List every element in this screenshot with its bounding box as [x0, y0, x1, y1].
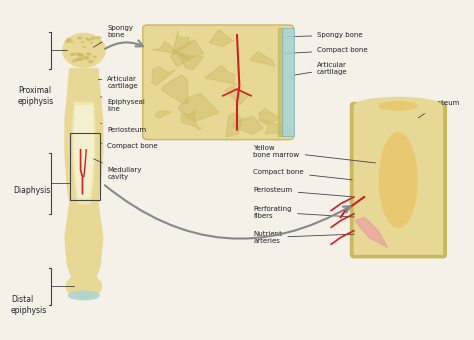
Ellipse shape — [83, 56, 88, 58]
Ellipse shape — [65, 40, 70, 42]
Ellipse shape — [81, 41, 84, 43]
Text: Articular
cartilage: Articular cartilage — [294, 62, 348, 75]
Polygon shape — [258, 108, 280, 122]
Ellipse shape — [66, 274, 101, 298]
Text: Nutrient
arteries: Nutrient arteries — [254, 231, 355, 244]
Text: Distal
epiphysis: Distal epiphysis — [11, 295, 47, 314]
Bar — [282, 28, 293, 136]
Polygon shape — [225, 86, 248, 105]
Text: Endosteum: Endosteum — [419, 100, 460, 118]
Ellipse shape — [83, 47, 85, 48]
Polygon shape — [355, 217, 388, 248]
Text: Yellow
bone marrow: Yellow bone marrow — [254, 145, 375, 163]
Ellipse shape — [75, 59, 80, 61]
Text: Proximal
epiphysis: Proximal epiphysis — [18, 86, 54, 105]
Ellipse shape — [99, 42, 101, 43]
Ellipse shape — [71, 41, 73, 42]
Ellipse shape — [78, 54, 82, 56]
Polygon shape — [249, 52, 275, 66]
Ellipse shape — [63, 33, 105, 67]
Bar — [278, 28, 283, 136]
Ellipse shape — [90, 42, 92, 43]
Polygon shape — [177, 55, 203, 70]
Polygon shape — [152, 67, 175, 85]
Polygon shape — [181, 110, 202, 130]
Ellipse shape — [78, 37, 82, 39]
Text: Articular
cartilage: Articular cartilage — [99, 76, 138, 89]
Ellipse shape — [67, 39, 71, 41]
Text: Spongy bone: Spongy bone — [287, 32, 363, 38]
Polygon shape — [205, 65, 237, 86]
Text: Compact bone: Compact bone — [254, 169, 352, 180]
Polygon shape — [210, 30, 234, 46]
Ellipse shape — [72, 53, 75, 55]
Text: Periosteum: Periosteum — [254, 187, 352, 197]
Ellipse shape — [70, 54, 73, 55]
Ellipse shape — [67, 38, 70, 40]
Text: Compact bone: Compact bone — [284, 47, 368, 53]
Ellipse shape — [73, 60, 75, 62]
Text: Medullary
cavity: Medullary cavity — [84, 154, 142, 180]
Ellipse shape — [379, 102, 417, 110]
Polygon shape — [155, 110, 171, 118]
Text: Compact bone: Compact bone — [101, 143, 158, 149]
Ellipse shape — [91, 37, 95, 39]
Ellipse shape — [96, 37, 101, 39]
Ellipse shape — [75, 53, 80, 55]
Ellipse shape — [86, 57, 89, 58]
Ellipse shape — [88, 61, 93, 63]
FancyBboxPatch shape — [143, 25, 293, 140]
Ellipse shape — [80, 58, 83, 60]
Ellipse shape — [355, 98, 442, 114]
Ellipse shape — [86, 57, 88, 59]
Ellipse shape — [64, 34, 104, 66]
Polygon shape — [73, 103, 95, 204]
Polygon shape — [174, 40, 204, 58]
Ellipse shape — [77, 58, 82, 60]
Text: Epiphyseal
line: Epiphyseal line — [100, 97, 146, 113]
Text: Spongy
bone: Spongy bone — [93, 25, 133, 47]
Ellipse shape — [86, 38, 88, 39]
Ellipse shape — [87, 53, 91, 55]
Polygon shape — [178, 94, 219, 121]
Polygon shape — [74, 106, 93, 197]
Text: Diaphysis: Diaphysis — [13, 186, 51, 195]
Ellipse shape — [87, 39, 90, 40]
Ellipse shape — [87, 53, 89, 54]
Ellipse shape — [379, 133, 417, 227]
Polygon shape — [65, 69, 103, 285]
Ellipse shape — [93, 56, 96, 57]
Polygon shape — [170, 53, 191, 67]
FancyBboxPatch shape — [353, 104, 444, 256]
Polygon shape — [152, 41, 186, 55]
Polygon shape — [259, 120, 294, 134]
Ellipse shape — [80, 54, 83, 56]
Polygon shape — [226, 113, 242, 137]
FancyArrowPatch shape — [105, 185, 350, 239]
Polygon shape — [233, 117, 263, 134]
Ellipse shape — [69, 291, 99, 300]
FancyArrowPatch shape — [105, 40, 143, 49]
Polygon shape — [173, 31, 191, 54]
Ellipse shape — [77, 54, 81, 56]
Text: Periosteum: Periosteum — [100, 123, 146, 133]
Bar — [70, 133, 100, 200]
Text: Perforating
fibers: Perforating fibers — [254, 206, 355, 219]
Polygon shape — [162, 75, 188, 104]
